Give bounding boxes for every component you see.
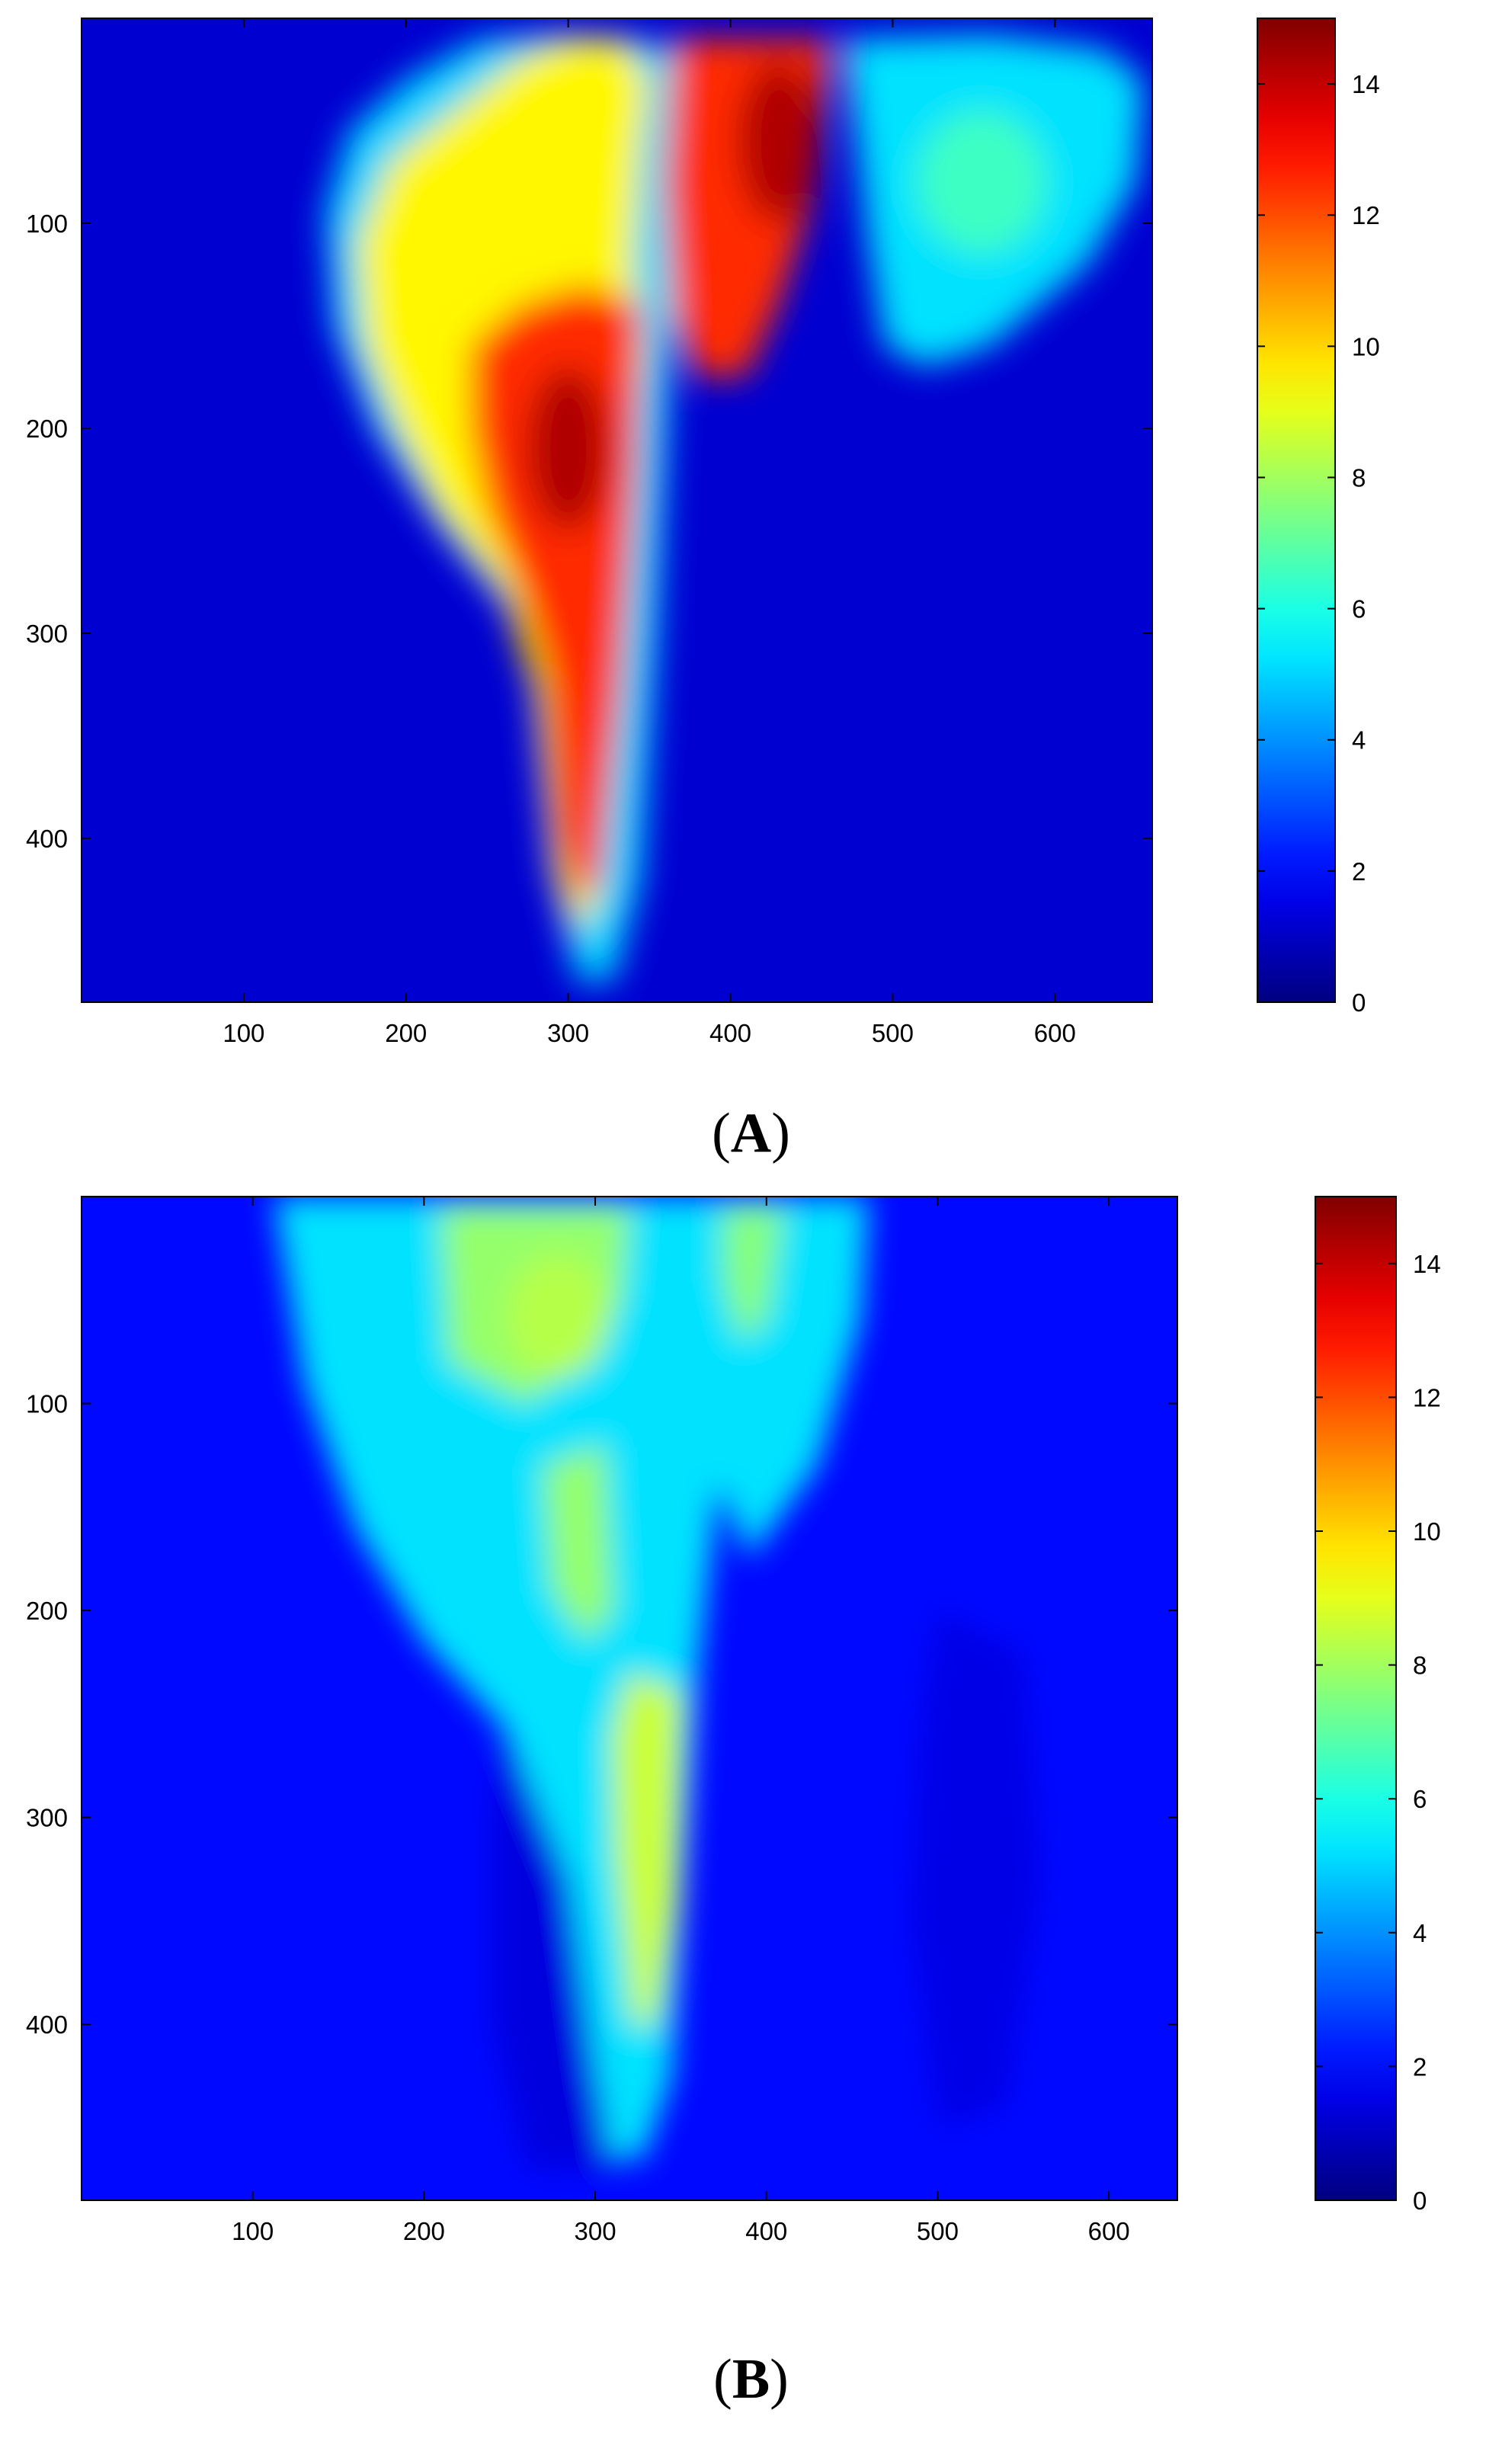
x-tick-label: 500 — [872, 1019, 914, 1047]
colorbar — [1315, 1196, 1397, 2201]
y-tick-label: 100 — [26, 210, 68, 238]
colorbar — [1257, 18, 1336, 1003]
heatmap-field — [273, 1197, 1041, 2170]
colorbar-tick-label: 4 — [1352, 726, 1366, 755]
x-tick-label: 300 — [575, 2217, 616, 2245]
colorbar-tick-label: 4 — [1413, 1919, 1427, 1947]
colorbar-tick-label: 8 — [1413, 1652, 1427, 1680]
colorbar-tick-label: 8 — [1352, 463, 1366, 492]
x-tick-label: 500 — [917, 2217, 959, 2245]
heatmap-region — [612, 1672, 681, 2025]
colorbar-tick-label: 6 — [1413, 1785, 1427, 1813]
x-tick-label: 600 — [1034, 1019, 1076, 1047]
y-tick-label: 400 — [26, 2011, 68, 2039]
heatmap-chart-b: 100 200 300 400 500 600 100 200 300 400 0 2 4 6 8 10 12 1… — [26, 1196, 1441, 2245]
heatmap-field — [325, 34, 1145, 982]
panel-letter-a: A — [730, 1102, 772, 1165]
heatmap-region — [633, 59, 669, 377]
panel-letter-b: B — [732, 2348, 770, 2411]
colorbar-tick-label: 12 — [1352, 201, 1380, 229]
colorbar-tick-label: 0 — [1413, 2187, 1427, 2215]
heatmap-region — [917, 111, 1047, 255]
colorbar-tick-label: 0 — [1352, 988, 1366, 1017]
colorbar-tick-label: 6 — [1352, 595, 1366, 623]
x-tick-label: 200 — [385, 1019, 427, 1047]
heatmap-region — [738, 59, 820, 223]
heatmap-chart-a: 100 200 300 400 500 600 100 200 300 400 0 2 4 6 8 10 12 1… — [26, 18, 1380, 1047]
x-tick-label: 100 — [232, 2217, 274, 2245]
x-tick-label: 600 — [1088, 2217, 1130, 2245]
plot-frame — [81, 1196, 1178, 2201]
heatmap-region — [911, 1610, 1041, 2128]
colorbar-tick-label: 14 — [1352, 70, 1380, 98]
heatmap-region — [506, 1254, 610, 1379]
colorbar-tick-label: 2 — [1352, 857, 1366, 886]
panel-label-a: (A) — [712, 1102, 790, 1165]
plot-frame — [81, 18, 1153, 1003]
y-tick-label: 300 — [26, 620, 68, 648]
panel-label-b: (B) — [713, 2348, 789, 2411]
x-tick-label: 100 — [223, 1019, 264, 1047]
colorbar-tick-label: 14 — [1413, 1250, 1441, 1278]
heatmap-region — [543, 1444, 613, 1642]
x-tick-label: 400 — [709, 1019, 751, 1047]
x-tick-label: 300 — [547, 1019, 589, 1047]
y-tick-label: 200 — [26, 1597, 68, 1625]
x-tick-label: 200 — [403, 2217, 445, 2245]
y-tick-label: 400 — [26, 825, 68, 853]
y-tick-label: 300 — [26, 1804, 68, 1832]
heatmap-region — [273, 1197, 869, 2159]
colorbar-tick-label: 10 — [1413, 1517, 1441, 1546]
colorbar-tick-label: 2 — [1413, 2052, 1427, 2081]
heatmap-region — [723, 1206, 784, 1342]
colorbar-tick-label: 12 — [1413, 1383, 1441, 1411]
heatmap-region — [527, 367, 609, 531]
y-tick-label: 200 — [26, 415, 68, 443]
colorbar-tick-label: 10 — [1352, 332, 1380, 360]
y-tick-label: 100 — [26, 1390, 68, 1418]
x-tick-label: 400 — [745, 2217, 787, 2245]
